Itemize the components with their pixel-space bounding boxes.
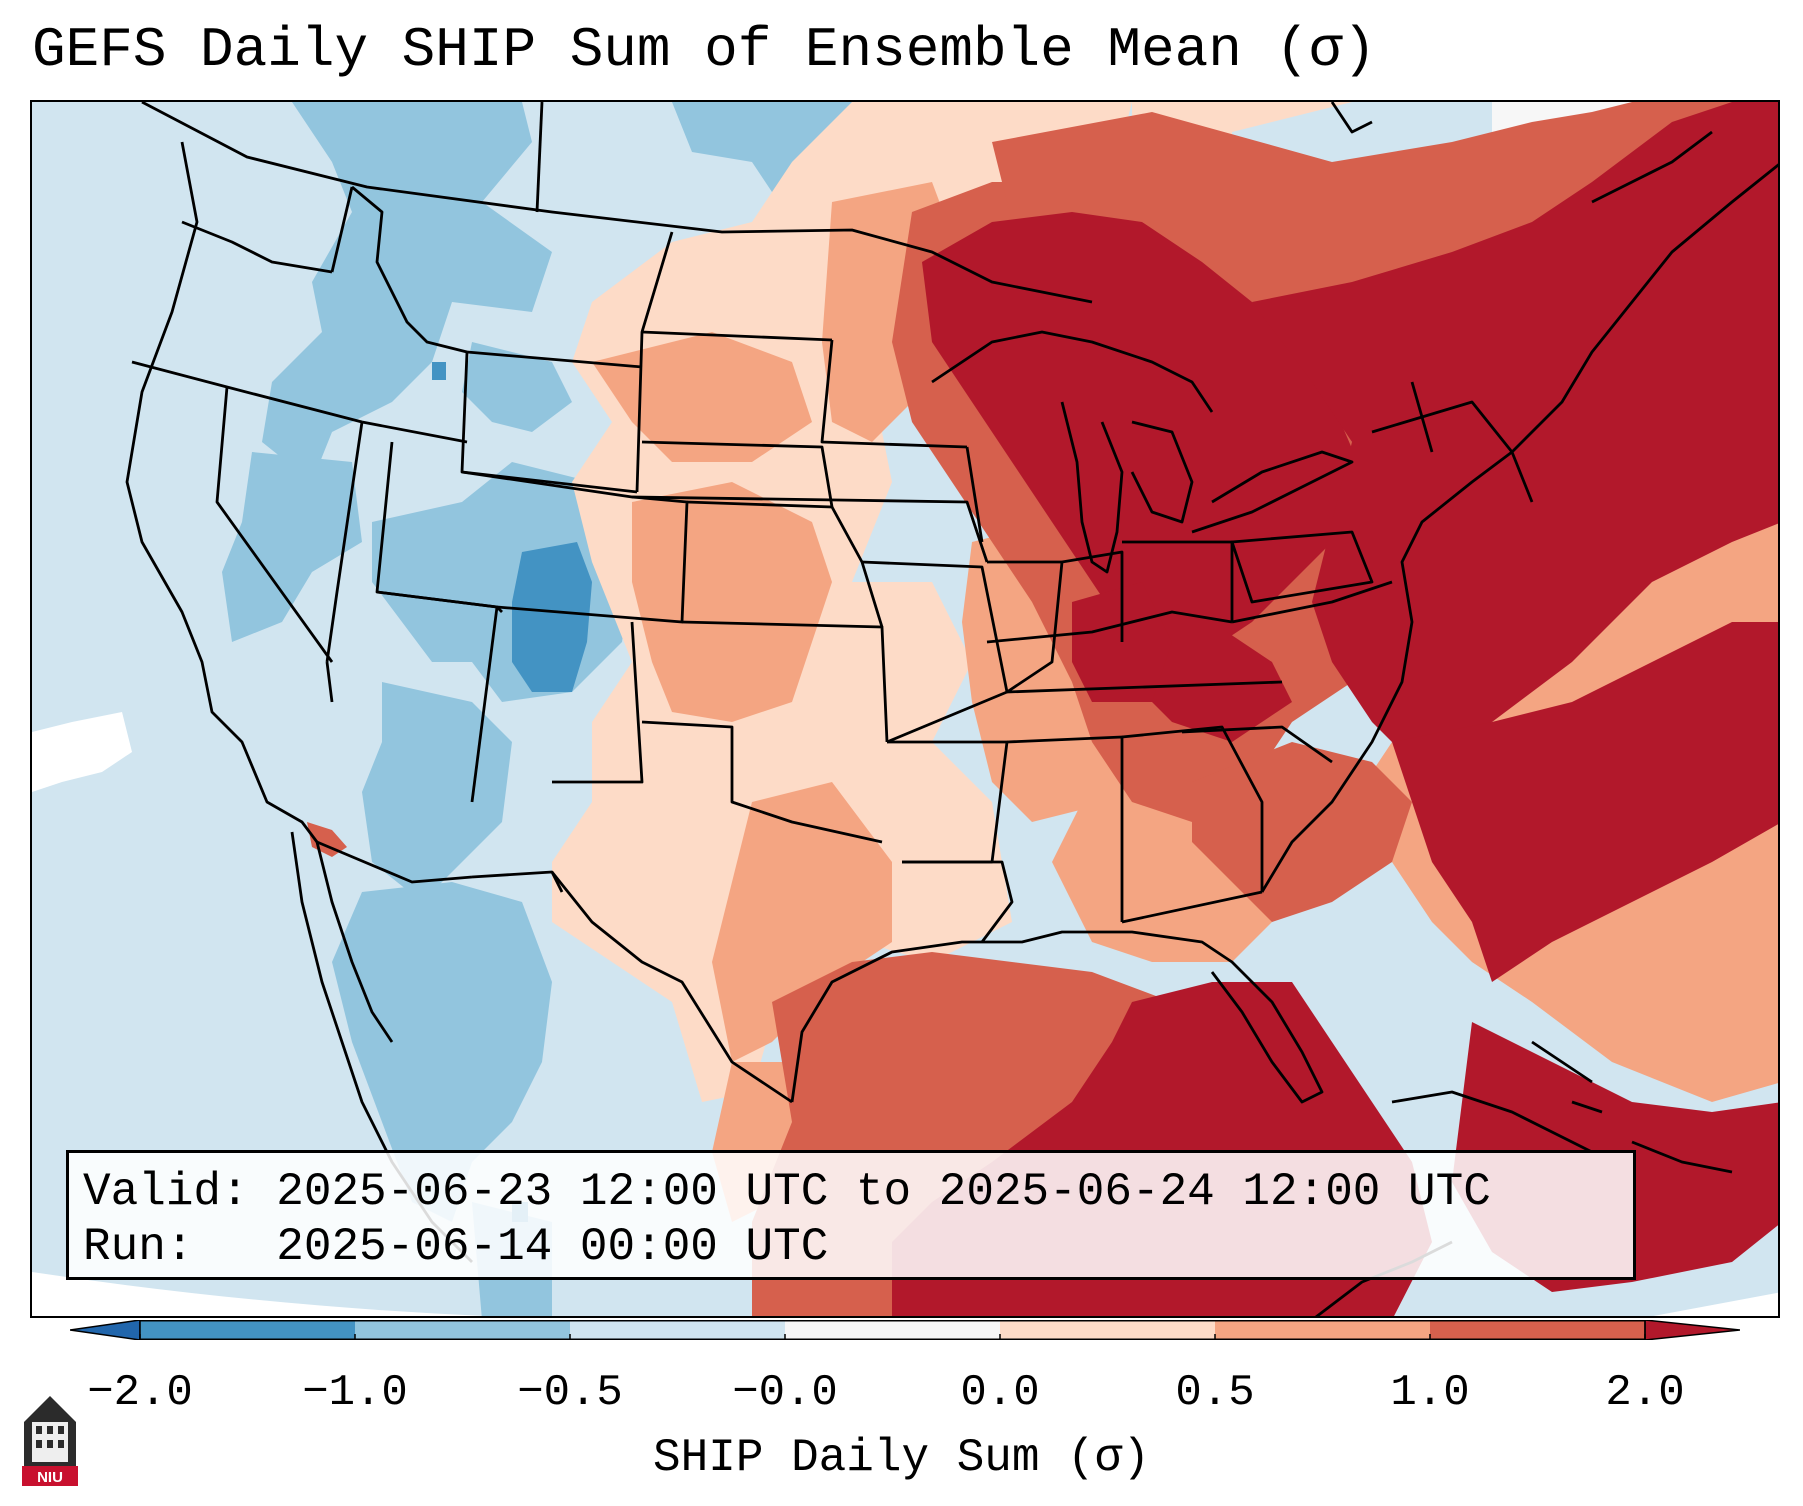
anomaly-map [32,102,1778,1316]
colorbar-bin-1 [140,1320,355,1340]
run-time-text: Run: 2025-06-14 00:00 UTC [83,1221,829,1273]
outside-domain-bottom-left [32,1272,485,1316]
hispaniola [1631,1140,1733,1174]
missouri [861,560,1009,744]
colorbar-tick-label: −0.5 [517,1368,623,1418]
colorbar-outline [139,1320,1646,1340]
ohio [1122,540,1234,622]
georgia [1121,725,1264,892]
ny-vt [1410,381,1434,453]
anomaly-blue-mexico [332,882,552,1222]
anomaly-darkred-atlantic-south [1392,622,1778,982]
nevada-east [325,421,364,663]
us-canada-border [141,102,1093,304]
pa-ny [1230,530,1374,604]
colorbar-bin-6 [1215,1320,1430,1340]
anomaly-red-baja [307,822,347,857]
wisconsin [965,446,984,543]
niu-logo-text: NIU [37,1469,63,1486]
sc-nc [1181,725,1333,764]
lake-erie-ontario [1191,450,1354,534]
tennessee [1006,680,1283,694]
florida-top [1121,890,1263,924]
idaho-nevada-utah [361,420,468,444]
colorbar-bin-5 [1000,1320,1215,1340]
colorbar-bin-2 [355,1320,570,1340]
colorbar-tick-label: −2.0 [87,1368,193,1418]
anomaly-darkblue-idaho [432,362,446,380]
colorbar-label: SHIP Daily Sum (σ) [653,1432,1150,1484]
missing-data-patch [32,712,132,792]
colorbar-extend-low [70,1320,141,1340]
montana-wyoming [466,350,643,369]
valid-time-text: Valid: 2025-06-23 12:00 UTC to 2025-06-2… [83,1166,1491,1218]
colorbar [70,1320,1740,1340]
gulf-coast [790,930,1324,1104]
niu-logo: NIU [22,1396,78,1486]
sd-ne [641,440,834,508]
colorbar-tick-label: 0.0 [960,1368,1040,1418]
az-mexico [316,840,473,884]
louisiana [902,860,1014,943]
colorbar-tick-label: 0.5 [1175,1368,1255,1418]
virginia [1231,580,1393,624]
kansas [686,500,884,628]
wa-or-border [181,220,333,274]
iowa [836,498,989,563]
texas-border [550,871,793,1104]
anomaly-darkblue-colorado [512,542,592,692]
az-nm [470,606,499,803]
anomaly-darkred-southeast [1132,622,1292,742]
anomaly-darkred-great-lakes [922,212,1362,662]
valid-time-box: Valid: 2025-06-23 12:00 UTC to 2025-06-2… [66,1150,1636,1280]
texas-north [641,720,883,844]
illinois [987,560,1064,694]
west-coast [125,141,319,843]
cuba [1391,1090,1593,1154]
nebraska-south [631,495,838,502]
colorbar-tick-label: 2.0 [1605,1368,1685,1418]
baja-coast [315,841,394,1043]
anomaly-blue-montana-idaho [262,102,552,482]
anomaly-orange-texas-east [712,782,892,1062]
colorbar-bin-3 [570,1320,785,1340]
anomaly-orange-dakotas [592,332,812,462]
nd-sd [641,330,833,342]
map-panel[interactable] [30,100,1780,1318]
dakotas-west [635,231,674,493]
montana-dakotas [535,102,544,213]
lake-michigan [1060,401,1124,574]
minnesota [820,339,968,449]
anomaly-darkred-northeast [1252,102,1778,762]
lake-huron [1130,420,1194,524]
oregon-idaho [330,186,354,273]
colorbar-bin-7 [1430,1320,1645,1340]
lake-superior [931,330,1214,413]
idaho-montana [351,185,468,354]
ca-nv [215,386,334,663]
anomaly-orange-nebraska-kansas [632,482,832,722]
colorbar-tick-label: 1.0 [1390,1368,1470,1418]
colorbar-bin-4 [785,1320,1000,1340]
anomaly-blue-wyoming [462,342,572,432]
kentucky [986,610,1233,644]
colorbar-extend-high [1644,1320,1740,1340]
nm-tx [552,621,644,784]
map-title: GEFS Daily SHIP Sum of Ensemble Mean (σ) [32,18,1377,82]
hudson-bay-region [1330,102,1373,134]
colorbar-tick-label: −0.0 [732,1368,838,1418]
east-coast [1260,163,1778,893]
anomaly-blue-nevada [222,452,362,642]
indiana [1061,550,1124,642]
bahamas [1531,1040,1603,1114]
canada-east [1591,130,1713,204]
outside-domain-bottom-right [1653,1292,1778,1316]
colorbar-tick-label: −1.0 [302,1368,408,1418]
anomaly-blue-arizona [362,682,512,902]
nv-az [325,661,334,703]
